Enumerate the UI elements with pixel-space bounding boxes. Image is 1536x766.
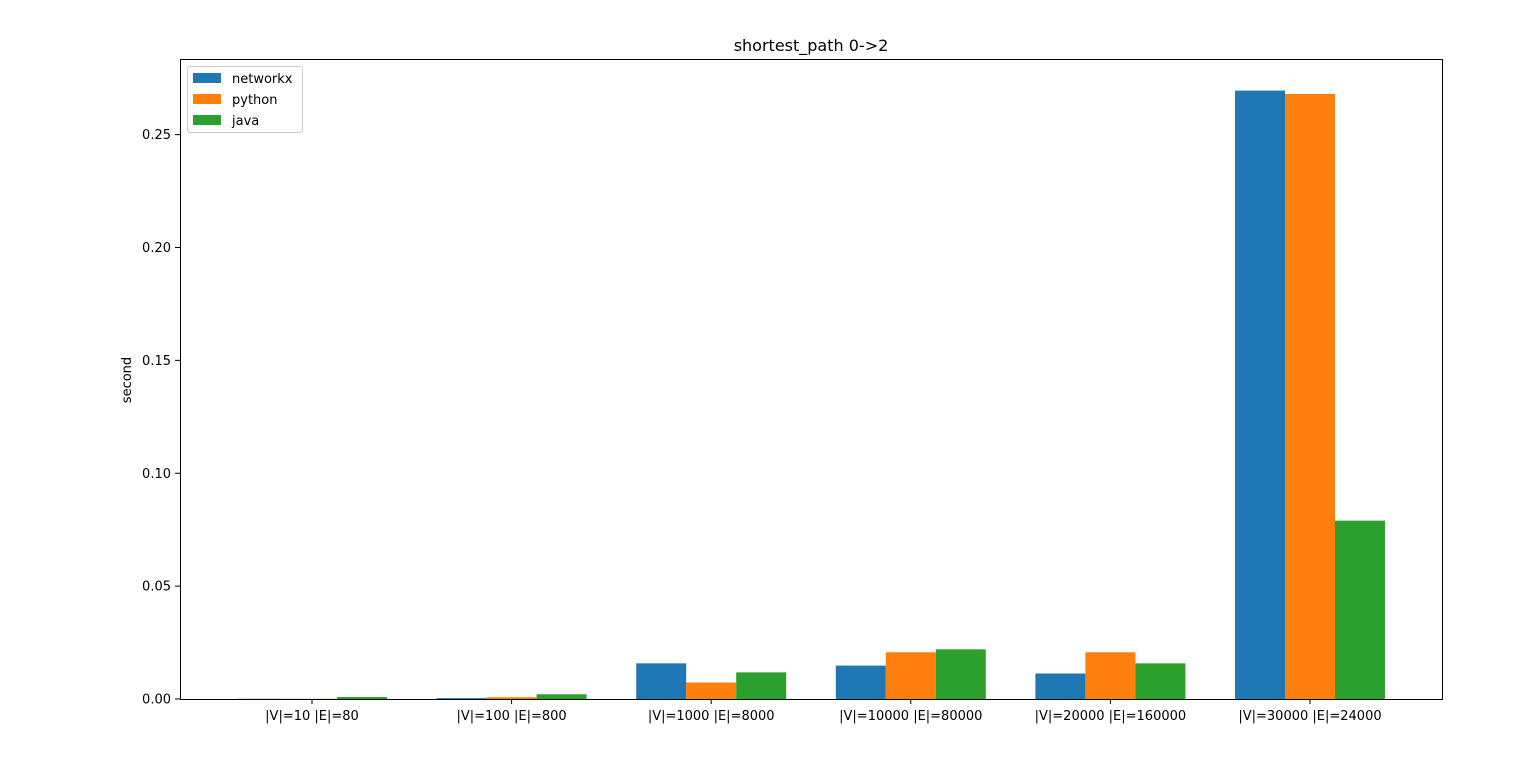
x-tick-label: |V|=20000 |E|=160000 xyxy=(1035,709,1187,724)
y-tick-label: 0.00 xyxy=(142,693,171,708)
legend-label-networkx: networkx xyxy=(232,72,293,87)
x-tick-label: |V|=1000 |E|=8000 xyxy=(648,709,775,724)
bar-networkx-2 xyxy=(636,663,686,699)
bar-networkx-4 xyxy=(1035,673,1085,699)
bar-python-5 xyxy=(1285,94,1335,699)
x-ticks: |V|=10 |E|=80 |V|=100 |E|=800 |V|=1000 |E|… xyxy=(265,699,1381,724)
bar-java-0 xyxy=(337,697,387,699)
bar-networkx-1 xyxy=(437,698,487,699)
bar-python-1 xyxy=(487,697,537,699)
bar-java-3 xyxy=(936,649,986,699)
y-tick-label: 0.10 xyxy=(142,467,171,482)
x-tick-label: |V|=10 |E|=80 xyxy=(265,709,359,724)
y-tick-label: 0.25 xyxy=(142,128,171,143)
bar-python-3 xyxy=(886,652,936,699)
x-tick-label: |V|=100 |E|=800 xyxy=(457,709,567,724)
x-tick-label: |V|=10000 |E|=80000 xyxy=(839,709,982,724)
bar-networkx-3 xyxy=(836,666,886,699)
legend: networkx python java xyxy=(188,67,303,133)
bar-java-2 xyxy=(736,672,786,699)
bar-python-4 xyxy=(1085,652,1135,699)
bar-java-4 xyxy=(1135,663,1185,699)
bars-layer xyxy=(237,91,1385,699)
legend-swatch-python xyxy=(193,94,221,104)
bar-networkx-5 xyxy=(1235,91,1285,699)
chart-title: shortest_path 0->2 xyxy=(734,36,889,56)
bar-java-1 xyxy=(537,694,587,699)
y-tick-label: 0.15 xyxy=(142,354,171,369)
bar-python-2 xyxy=(686,683,736,699)
y-tick-label: 0.05 xyxy=(142,580,171,595)
legend-label-java: java xyxy=(231,114,259,129)
x-tick-label: |V|=30000 |E|=24000 xyxy=(1238,709,1381,724)
legend-swatch-networkx xyxy=(193,73,221,83)
legend-label-python: python xyxy=(232,93,277,108)
y-axis-label: second xyxy=(120,357,135,403)
legend-swatch-java xyxy=(193,115,221,125)
y-tick-label: 0.20 xyxy=(142,241,171,256)
y-ticks: 0.00 0.05 0.10 0.15 0.20 0.25 xyxy=(142,128,180,707)
bar-java-5 xyxy=(1335,521,1385,699)
